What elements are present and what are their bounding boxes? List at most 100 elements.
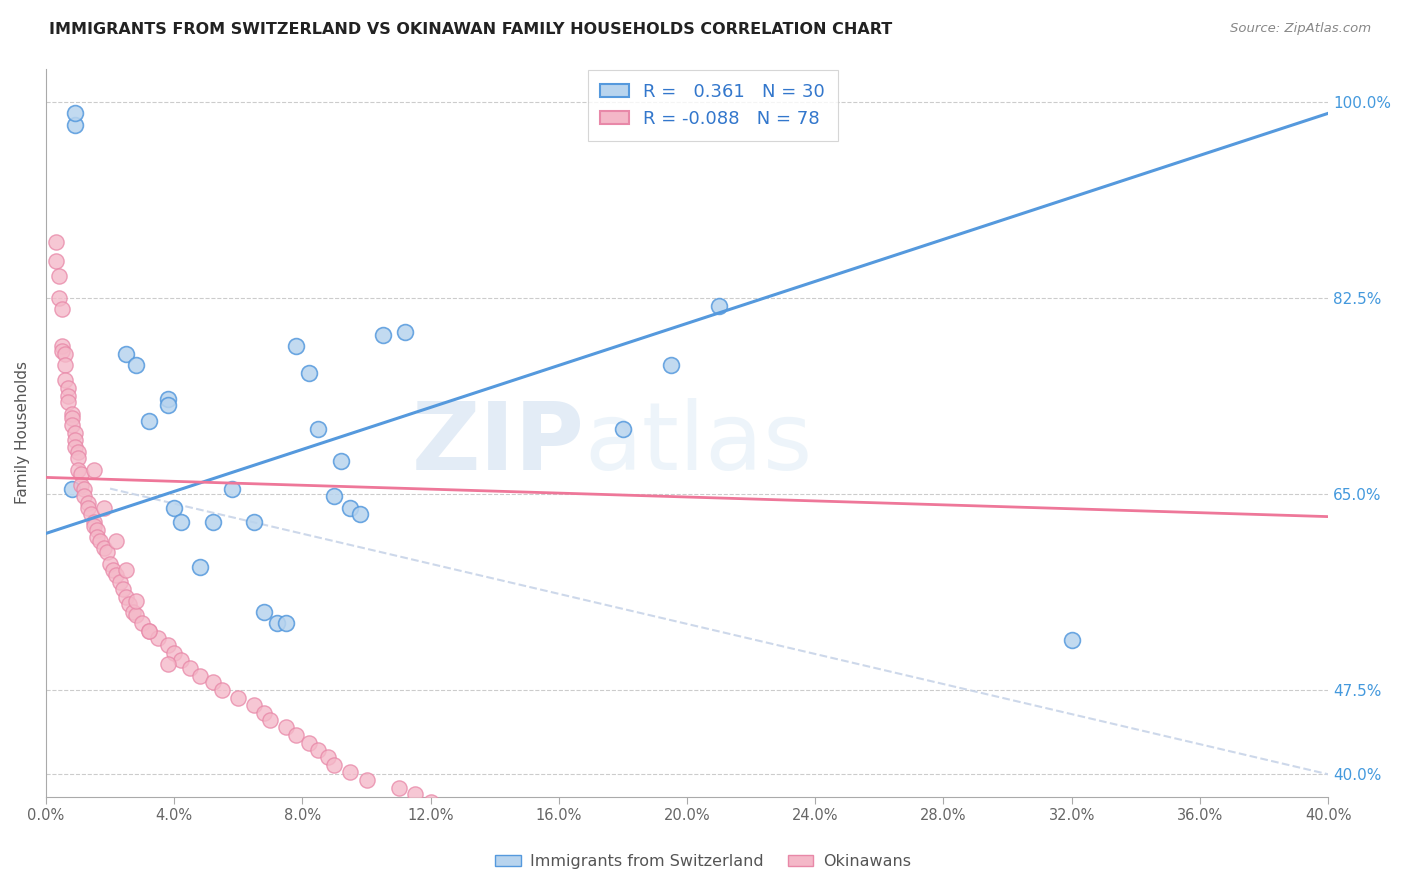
- Point: [76, 496, 98, 510]
- Point: [339, 500, 361, 515]
- Point: [659, 359, 682, 373]
- Point: [266, 615, 288, 630]
- Point: [86, 530, 108, 544]
- Point: [226, 691, 249, 706]
- Point: [51, 302, 73, 317]
- Point: [86, 523, 108, 537]
- Point: [83, 515, 105, 529]
- Point: [387, 780, 409, 795]
- Point: [131, 615, 153, 630]
- Point: [146, 631, 169, 645]
- Point: [93, 541, 115, 555]
- Point: [323, 490, 346, 504]
- Point: [103, 563, 125, 577]
- Point: [73, 490, 96, 504]
- Point: [276, 615, 298, 630]
- Point: [125, 593, 148, 607]
- Point: [307, 742, 329, 756]
- Point: [111, 582, 134, 597]
- Point: [169, 653, 191, 667]
- Legend: Immigrants from Switzerland, Okinawans: Immigrants from Switzerland, Okinawans: [489, 847, 917, 875]
- Point: [115, 591, 138, 605]
- Point: [96, 545, 118, 559]
- Point: [259, 714, 281, 728]
- Point: [356, 772, 378, 787]
- Point: [53, 373, 76, 387]
- Point: [169, 515, 191, 529]
- Point: [60, 407, 83, 421]
- Point: [371, 328, 394, 343]
- Point: [349, 508, 371, 522]
- Point: [63, 440, 86, 454]
- Point: [63, 425, 86, 440]
- Point: [125, 359, 148, 373]
- Point: [339, 765, 361, 780]
- Point: [60, 417, 83, 432]
- Point: [45, 235, 67, 249]
- Point: [70, 478, 93, 492]
- Point: [179, 661, 201, 675]
- Point: [419, 795, 441, 809]
- Text: IMMIGRANTS FROM SWITZERLAND VS OKINAWAN FAMILY HOUSEHOLDS CORRELATION CHART: IMMIGRANTS FROM SWITZERLAND VS OKINAWAN …: [49, 22, 893, 37]
- Point: [58, 395, 80, 409]
- Point: [58, 381, 80, 395]
- Point: [253, 605, 276, 619]
- Point: [138, 624, 160, 638]
- Point: [121, 605, 143, 619]
- Point: [83, 462, 105, 476]
- Point: [163, 500, 186, 515]
- Point: [63, 106, 86, 120]
- Point: [243, 515, 266, 529]
- Point: [108, 574, 131, 589]
- Point: [276, 720, 298, 734]
- Point: [156, 392, 179, 406]
- Point: [707, 299, 730, 313]
- Point: [298, 736, 321, 750]
- Point: [163, 646, 186, 660]
- Point: [66, 444, 89, 458]
- Point: [66, 451, 89, 466]
- Point: [285, 728, 308, 742]
- Point: [484, 803, 506, 817]
- Point: [89, 534, 111, 549]
- Point: [58, 389, 80, 403]
- Point: [307, 422, 329, 436]
- Point: [83, 518, 105, 533]
- Point: [253, 706, 276, 720]
- Point: [51, 343, 73, 358]
- Point: [48, 291, 70, 305]
- Point: [156, 657, 179, 672]
- Point: [323, 758, 346, 772]
- Text: ZIP: ZIP: [412, 398, 585, 490]
- Point: [243, 698, 266, 712]
- Point: [1060, 632, 1083, 647]
- Point: [76, 500, 98, 515]
- Point: [118, 597, 141, 611]
- Point: [138, 414, 160, 428]
- Point: [73, 482, 96, 496]
- Point: [53, 359, 76, 373]
- Point: [93, 500, 115, 515]
- Y-axis label: Family Households: Family Households: [15, 361, 30, 504]
- Point: [115, 347, 138, 361]
- Legend: R =   0.361   N = 30, R = -0.088   N = 78: R = 0.361 N = 30, R = -0.088 N = 78: [588, 70, 838, 141]
- Point: [329, 453, 352, 467]
- Point: [115, 563, 138, 577]
- Point: [70, 467, 93, 481]
- Point: [63, 118, 86, 132]
- Point: [138, 624, 160, 638]
- Point: [60, 411, 83, 425]
- Text: Source: ZipAtlas.com: Source: ZipAtlas.com: [1230, 22, 1371, 36]
- Point: [125, 608, 148, 623]
- Point: [316, 750, 339, 764]
- Point: [48, 268, 70, 283]
- Point: [66, 462, 89, 476]
- Point: [188, 560, 211, 574]
- Point: [53, 347, 76, 361]
- Point: [201, 675, 224, 690]
- Point: [298, 366, 321, 380]
- Point: [612, 422, 634, 436]
- Point: [105, 567, 128, 582]
- Point: [51, 339, 73, 353]
- Point: [156, 398, 179, 412]
